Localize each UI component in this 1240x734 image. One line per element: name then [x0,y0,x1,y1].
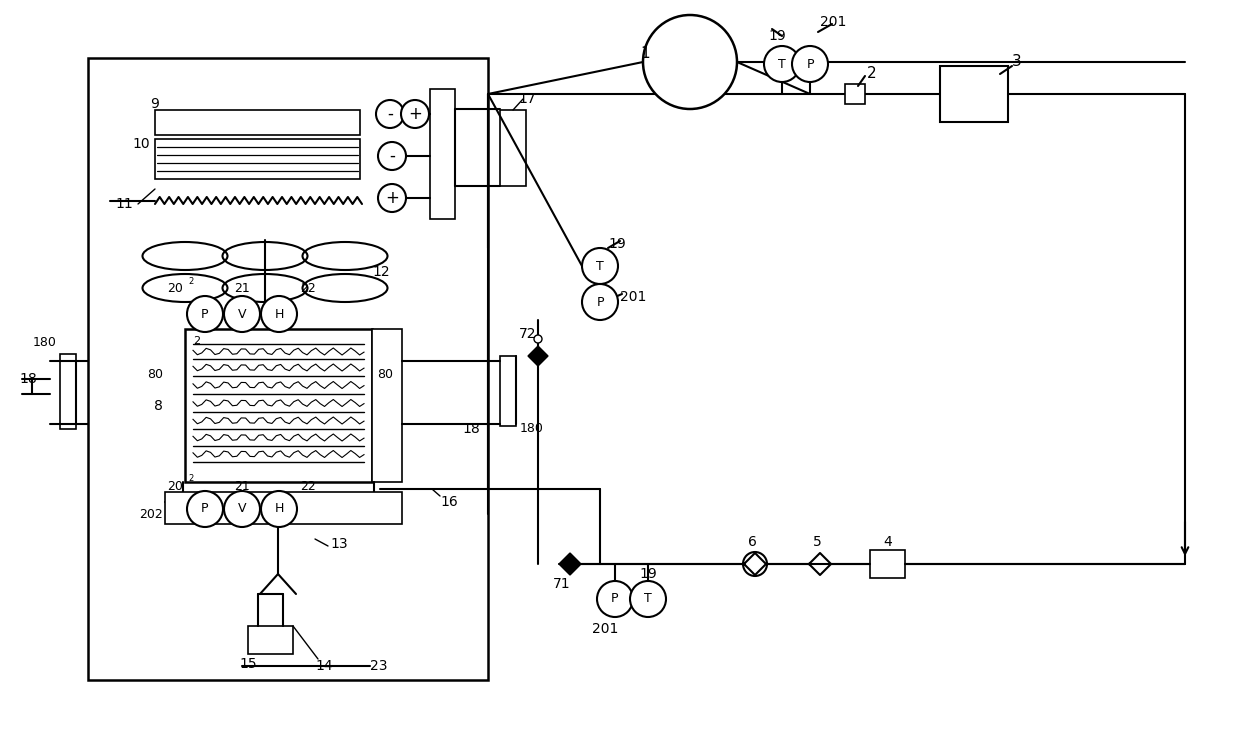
Text: 202: 202 [139,507,162,520]
Text: 80: 80 [148,368,162,380]
Circle shape [582,248,618,284]
Circle shape [534,335,542,343]
Text: 201: 201 [620,290,646,304]
Text: 5: 5 [812,535,821,549]
Text: 19: 19 [639,567,657,581]
Text: 21: 21 [234,283,250,296]
Text: 80: 80 [377,368,393,380]
Text: -: - [389,147,394,165]
Text: +: + [408,105,422,123]
Circle shape [378,184,405,212]
Text: 18: 18 [19,372,37,386]
Text: 8: 8 [154,399,162,413]
Circle shape [743,552,768,576]
Text: 3: 3 [1012,54,1022,70]
Bar [155,110,360,135]
Text: 201: 201 [820,15,847,29]
Circle shape [582,284,618,320]
Circle shape [260,491,298,527]
Text: T: T [779,57,786,70]
Circle shape [224,491,260,527]
Polygon shape [559,553,582,575]
Text: 19: 19 [768,29,786,43]
Text: 9: 9 [150,98,159,112]
Circle shape [187,296,223,332]
Text: 15: 15 [239,657,257,671]
Text: H: H [274,308,284,321]
Text: 20: 20 [167,283,184,296]
Bar [870,550,905,578]
Bar [248,626,293,654]
Text: 2: 2 [188,474,193,483]
Text: 201: 201 [591,622,619,636]
Text: 13: 13 [330,537,347,551]
Circle shape [792,46,828,82]
Bar [500,110,526,186]
Bar [844,84,866,104]
Text: 23: 23 [370,659,387,673]
Text: 6: 6 [748,535,756,549]
Text: H: H [274,503,284,515]
Text: 18: 18 [463,422,480,436]
Circle shape [378,142,405,170]
Text: 10: 10 [133,137,150,151]
Text: P: P [201,503,208,515]
Text: 21: 21 [234,479,250,493]
Bar [155,139,360,179]
Text: -: - [387,105,393,123]
Text: 20: 20 [167,479,184,493]
Bar [185,329,372,482]
Text: 17: 17 [518,92,536,106]
Bar [372,329,402,482]
Text: 71: 71 [553,577,570,591]
Text: 180: 180 [33,335,57,349]
Text: P: P [806,57,813,70]
Text: +: + [386,189,399,207]
Text: 22: 22 [300,479,316,493]
Text: V: V [238,503,247,515]
Text: P: P [611,592,619,606]
Bar [88,58,489,680]
Circle shape [596,581,632,617]
Bar [940,66,1008,122]
Text: P: P [596,296,604,308]
Text: 2: 2 [867,67,877,81]
Text: V: V [238,308,247,321]
Text: 72: 72 [520,327,537,341]
Circle shape [630,581,666,617]
Text: 11: 11 [115,197,133,211]
Text: P: P [201,308,208,321]
Circle shape [376,100,404,128]
Text: 12: 12 [372,265,389,279]
Bar [60,354,76,429]
Text: 2: 2 [188,277,193,286]
Circle shape [187,491,223,527]
Polygon shape [528,346,548,366]
Text: 4: 4 [884,535,893,549]
Circle shape [224,296,260,332]
Text: 1: 1 [640,46,650,62]
Text: 16: 16 [440,495,458,509]
Text: 14: 14 [315,659,332,673]
Text: 22: 22 [300,283,316,296]
Circle shape [764,46,800,82]
Text: 180: 180 [520,423,544,435]
Text: T: T [596,260,604,272]
Text: T: T [644,592,652,606]
Text: 2: 2 [193,336,200,346]
Text: 19: 19 [608,237,626,251]
Bar [430,89,455,219]
Circle shape [260,296,298,332]
Bar [500,356,516,426]
Bar [165,492,402,524]
Circle shape [401,100,429,128]
Circle shape [644,15,737,109]
